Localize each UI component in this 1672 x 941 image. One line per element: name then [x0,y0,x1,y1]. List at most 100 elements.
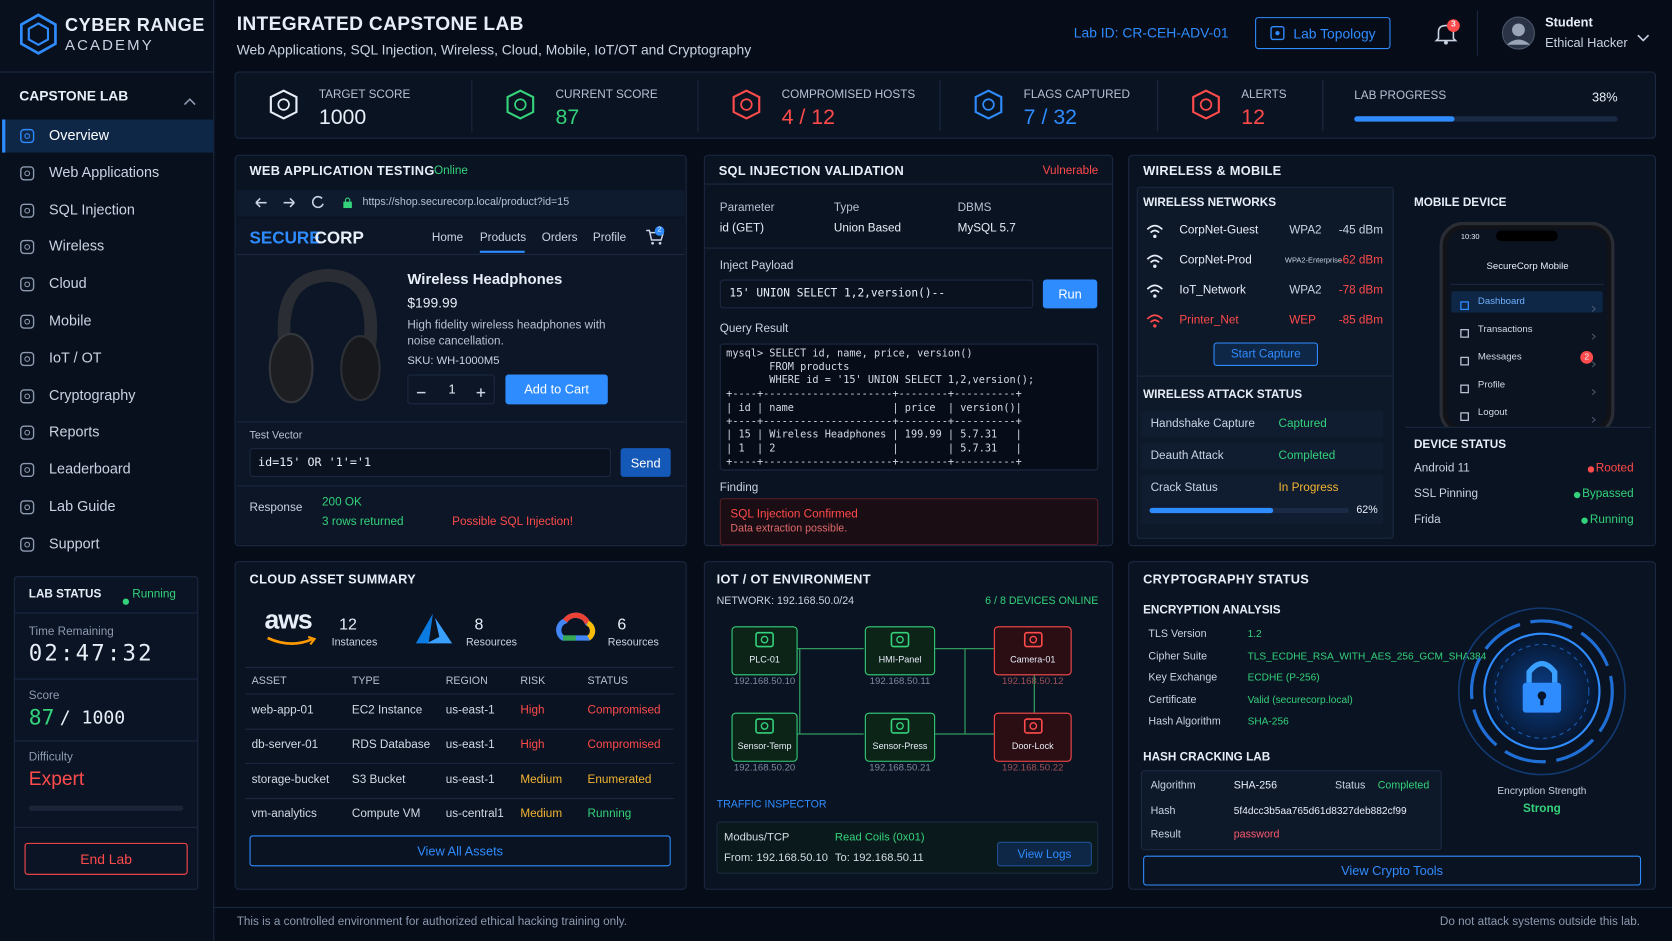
nav-item[interactable]: Leaderboard [49,461,131,478]
console [719,343,1099,471]
divider [1450,283,1604,285]
view-logs-button[interactable]: View Logs [997,841,1092,867]
view-assets-button[interactable]: View All Assets [249,835,671,867]
icon-part [24,541,31,548]
icon-part [1146,254,1163,260]
network-name: Printer_Net [1179,313,1239,327]
icon-part [1192,89,1220,120]
section-title: HASH CRACKING LAB [1143,751,1271,764]
nav-item[interactable]: SQL Injection [49,201,135,218]
capture-button[interactable]: Start Capture [1213,342,1318,366]
icon-part [1591,361,1597,368]
nav-item[interactable]: Reports [49,423,100,440]
device-ip: 192.168.50.22 [1002,761,1064,773]
test-value: id=15' OR '1'='1 [258,455,372,470]
icon-part [20,351,35,366]
icon-part [562,612,590,625]
nav-item[interactable]: Cryptography [49,386,136,403]
nav-item[interactable]: Support [49,535,100,552]
sql-status: Vulnerable [1042,164,1099,178]
icon-part [1591,333,1597,340]
stat-icon [974,89,1004,121]
icon-part [183,98,196,106]
url: https://shop.securecorp.local/product?id… [362,196,570,209]
nav-item[interactable]: Wireless [49,238,105,255]
device-label: Frida [1413,513,1441,526]
notification-count: 3 [1451,19,1456,29]
stat-label: CURRENT SCORE [555,88,658,102]
menu-active [1451,291,1603,313]
icon-part [1460,384,1469,394]
divider [14,678,198,680]
provider-count: 6 [617,615,627,634]
send-button[interactable]: Send [620,448,671,477]
wifi-icon [1145,223,1164,240]
attack-row [1140,442,1384,470]
device-box [993,712,1072,762]
phone-screen [1447,229,1607,428]
device-label: Android 11 [1413,461,1470,475]
icon-part [890,631,910,648]
icon-part [307,635,317,646]
icon-part [1460,384,1469,394]
icon-part [732,89,761,120]
device-ip: 192.168.50.12 [1002,675,1064,687]
end-lab-button[interactable]: End Lab [24,842,188,875]
icon-part [20,537,35,552]
divider [214,906,1672,908]
wifi-icon [1145,283,1164,300]
qty-box [407,374,495,405]
attack-label: Handshake Capture [1150,417,1255,430]
menu-badge [1580,351,1594,364]
icon-part [797,648,1035,735]
table-cell: storage-bucket [251,773,330,786]
icon-part [20,314,35,329]
stat-value: 87 [555,105,580,130]
icon-part [1591,416,1597,423]
lab-status-title: LAB STATUS [28,587,102,601]
icon-part [20,203,35,218]
icon-part [1444,40,1448,45]
provider-unit: Resources [465,636,517,649]
icon-part [27,22,50,47]
icon-part [344,197,351,202]
footer-text: Do not attack systems outside this lab. [1439,915,1641,929]
avatar [1501,16,1535,50]
icon-part [20,277,35,292]
divider [1136,375,1394,377]
add-to-cart[interactable]: Add to Cart [505,374,608,405]
console-line: mysql> SELECT id, name, price, version() [726,347,973,360]
divider [471,80,473,132]
analysis-label: Cipher Suite [1148,650,1208,663]
response-code: 200 OK [322,496,362,509]
time-label: Time Remaining [28,625,114,639]
icon-part [269,89,298,120]
crypto-tools-button[interactable]: View Crypto Tools [1143,855,1642,886]
divider [939,80,941,132]
nav-item[interactable]: Mobile [49,312,92,329]
icon-part [20,500,35,515]
nav-item[interactable]: IoT / OT [49,349,102,366]
run-button[interactable]: Run [1042,279,1098,309]
icon-part [277,268,378,353]
analysis-label: Key Exchange [1148,672,1218,684]
menu-item: Messages [1477,351,1522,362]
device-ip: 192.168.50.11 [869,675,931,687]
device-ip: 192.168.50.21 [869,761,931,773]
nav-item[interactable]: Overview [49,126,110,143]
divider [14,826,198,828]
icon-part [20,128,35,144]
icon-part [19,13,57,55]
nav-item[interactable]: Lab Guide [49,498,116,515]
icon-part [1192,89,1220,120]
site-brand: CORP [314,229,364,248]
topology-button[interactable]: Lab Topology [1255,17,1391,50]
icon-part [416,391,426,394]
nav-icon [19,499,35,515]
stat-value: 1000 [318,105,367,130]
icon-part [1637,34,1650,42]
nav-item[interactable]: Web Applications [49,164,160,181]
icon-part [1146,224,1163,231]
panel-title: CLOUD ASSET SUMMARY [249,571,417,587]
nav-item[interactable]: Cloud [49,275,87,292]
